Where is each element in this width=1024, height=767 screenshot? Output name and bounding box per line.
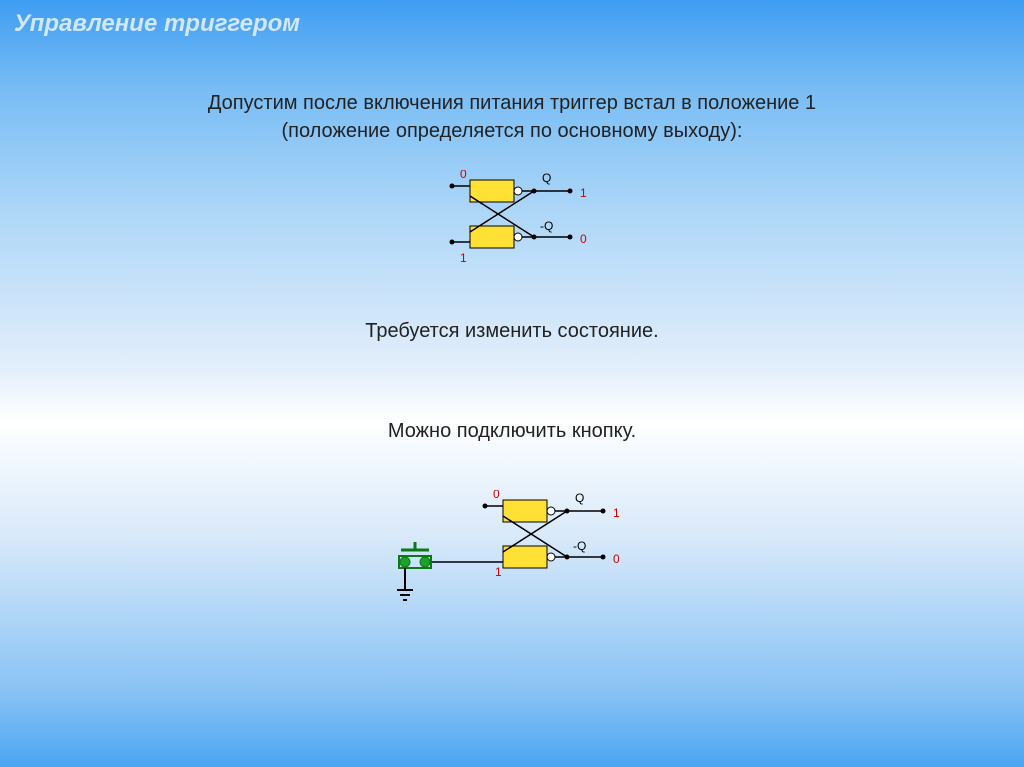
- d2-nq-label: -Q: [573, 539, 586, 553]
- intro-line-2: (положение определяется по основному вых…: [0, 120, 1024, 143]
- d2-nq-value: 0: [613, 552, 620, 566]
- mid-text-2: Можно подключить кнопку.: [0, 420, 1024, 443]
- d2-input-bottom: 1: [495, 565, 502, 579]
- d2-q-value: 1: [613, 506, 620, 520]
- slide-title: Управление триггером: [14, 10, 300, 38]
- d1-input-top: 0: [460, 170, 467, 181]
- d1-q-value: 1: [580, 186, 587, 200]
- d1-nq-value: 0: [580, 232, 587, 246]
- intro-line-1: Допустим после включения питания триггер…: [0, 92, 1024, 115]
- trigger-diagram-1: 0 1 Q -Q 1 0: [422, 170, 602, 266]
- d1-input-bottom: 1: [460, 251, 467, 265]
- push-button-icon: [397, 542, 431, 600]
- d2-q-label: Q: [575, 491, 584, 505]
- mid-text-1: Требуется изменить состояние.: [0, 320, 1024, 343]
- trigger-diagram-2: 0 1 Q -Q 1 0: [397, 490, 627, 620]
- d2-input-top: 0: [493, 490, 500, 501]
- slide: Управление триггером Допустим после вклю…: [0, 0, 1024, 767]
- d1-q-label: Q: [542, 171, 551, 185]
- d1-nq-label: -Q: [540, 219, 553, 233]
